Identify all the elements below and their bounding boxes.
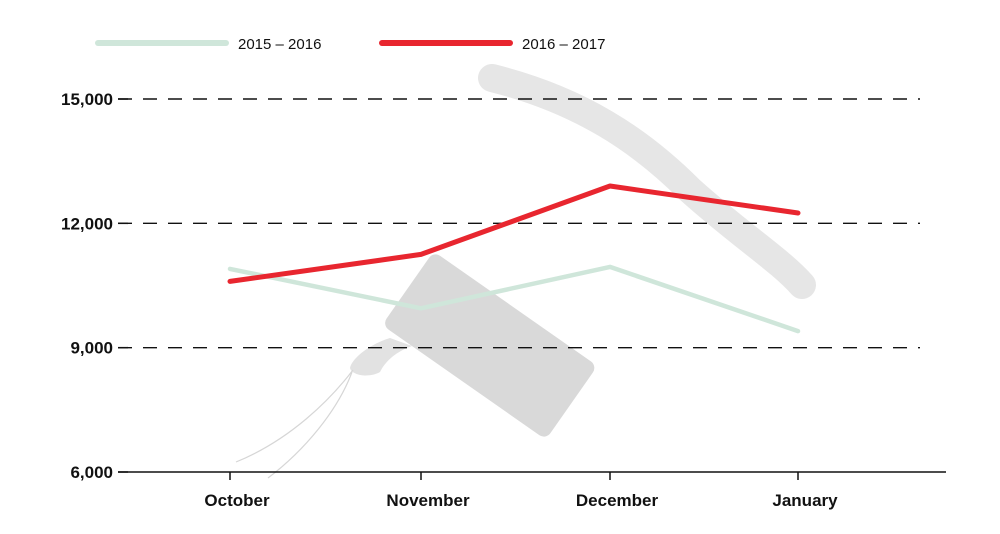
data-point — [229, 280, 231, 282]
x-tick-label: October — [204, 491, 270, 510]
y-axis: 15,000 12,000 9,000 6,000 — [61, 90, 128, 482]
data-point — [797, 330, 799, 332]
tampon-icon — [235, 64, 816, 479]
data-point — [609, 266, 611, 268]
series-line-2016-2017 — [227, 183, 801, 284]
data-point — [797, 212, 799, 214]
y-tick-label: 15,000 — [61, 90, 113, 109]
series-lines — [227, 183, 801, 334]
legend: 2015 – 2016 2016 – 2017 — [95, 36, 605, 53]
y-tick-label: 6,000 — [70, 463, 113, 482]
data-point — [229, 268, 231, 270]
legend-label-2016-2017: 2016 – 2017 — [522, 36, 605, 53]
y-tick-label: 9,000 — [70, 339, 113, 358]
gridlines — [118, 98, 920, 349]
x-axis: October November December January — [204, 472, 838, 510]
data-point — [420, 253, 422, 255]
series-line-2015-2016 — [227, 264, 801, 334]
x-tick-label: November — [386, 491, 470, 510]
x-tick-label: January — [772, 491, 838, 510]
x-tick-label: December — [576, 491, 659, 510]
legend-label-2015-2016: 2015 – 2016 — [238, 36, 321, 53]
data-point — [609, 185, 611, 187]
y-tick-label: 12,000 — [61, 214, 113, 233]
data-point — [420, 307, 422, 309]
